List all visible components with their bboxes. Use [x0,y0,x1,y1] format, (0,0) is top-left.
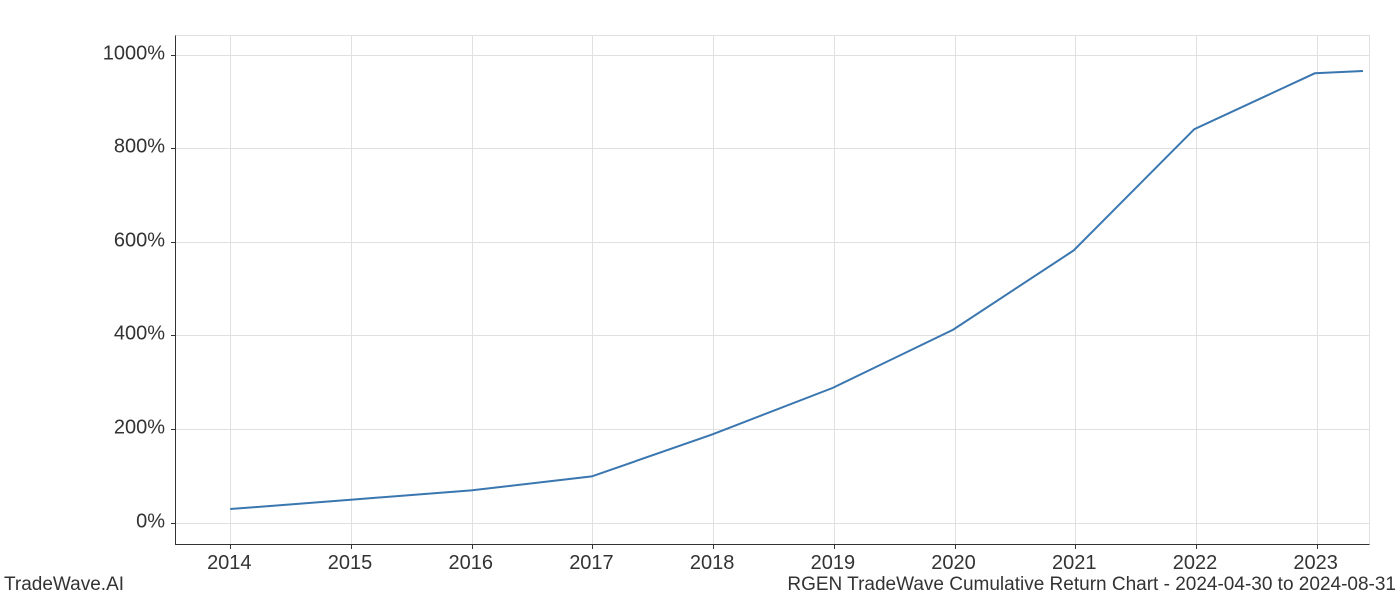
x-tick-label: 2018 [690,552,735,575]
tick-mark-x [713,544,714,549]
x-tick-label: 2016 [448,552,493,575]
x-tick-label: 2014 [207,552,252,575]
tick-mark-x [1196,544,1197,549]
tick-mark-x [472,544,473,549]
tick-mark-x [1075,544,1076,549]
tick-mark-x [834,544,835,549]
x-tick-label: 2021 [1052,552,1097,575]
y-tick-label: 200% [114,417,165,440]
footer-caption: RGEN TradeWave Cumulative Return Chart -… [787,574,1396,596]
chart-container [175,35,1370,545]
y-tick-label: 400% [114,323,165,346]
x-tick-label: 2020 [931,552,976,575]
y-tick-label: 1000% [103,42,165,65]
x-tick-label: 2023 [1293,552,1338,575]
return-line [230,71,1363,509]
x-tick-label: 2022 [1173,552,1218,575]
x-tick-label: 2015 [328,552,373,575]
x-tick-label: 2017 [569,552,614,575]
tick-mark-x [955,544,956,549]
line-chart-svg [176,36,1369,544]
y-tick-label: 600% [114,229,165,252]
tick-mark-x [1317,544,1318,549]
footer-brand: TradeWave.AI [4,574,124,596]
plot-area [175,35,1370,545]
tick-mark-x [230,544,231,549]
y-tick-label: 0% [136,510,165,533]
tick-mark-x [351,544,352,549]
y-tick-label: 800% [114,136,165,159]
x-tick-label: 2019 [811,552,856,575]
tick-mark-x [592,544,593,549]
